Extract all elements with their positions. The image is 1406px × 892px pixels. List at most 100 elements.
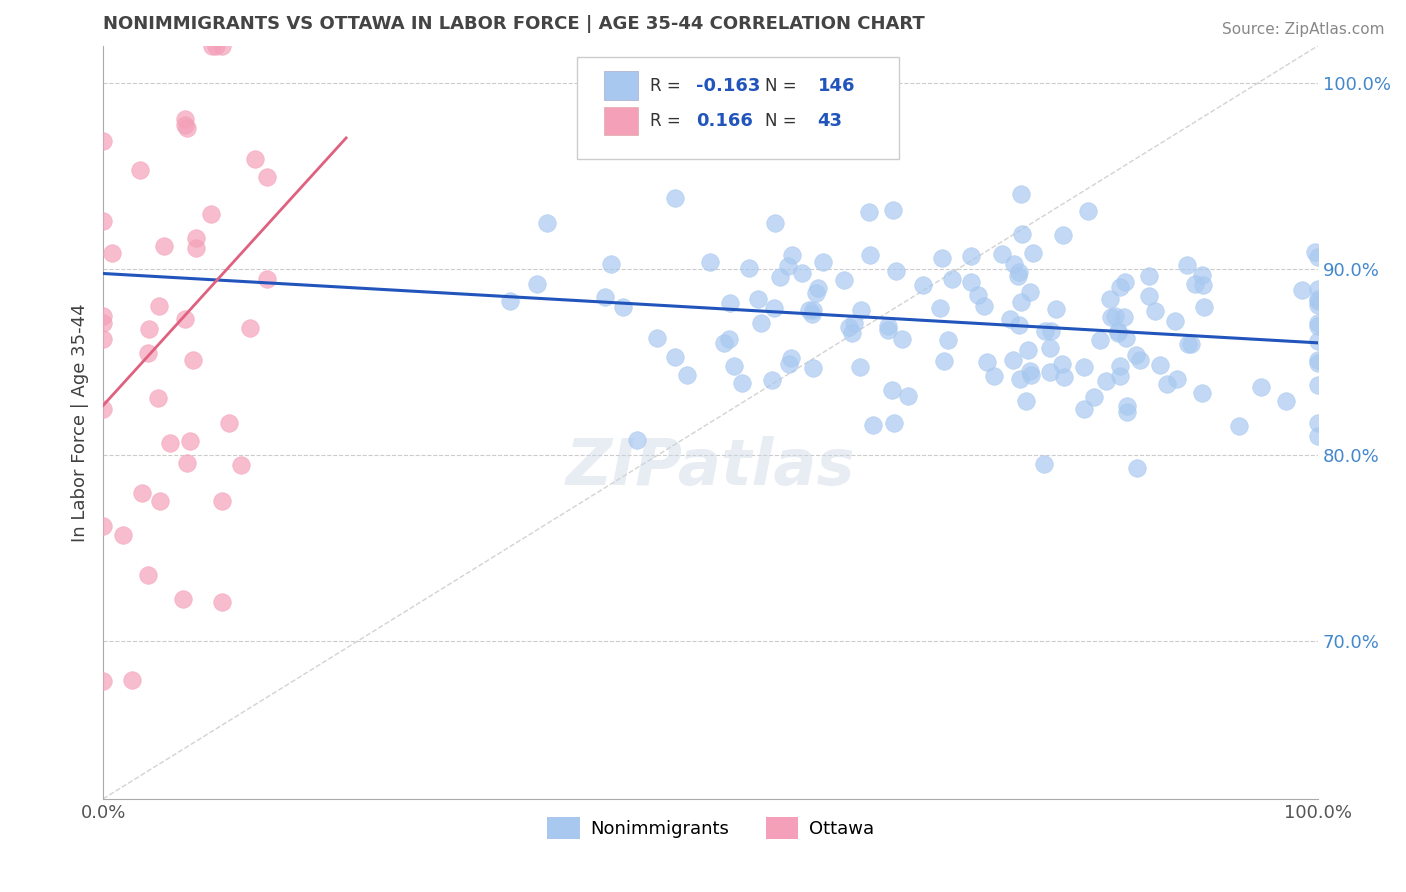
- Point: [1002, 352, 1025, 367]
- Point: [931, 251, 953, 265]
- Point: [1308, 355, 1330, 369]
- Point: [200, 207, 222, 221]
- Point: [841, 326, 863, 340]
- Point: [1099, 292, 1122, 306]
- Point: [1164, 314, 1187, 328]
- Point: [1109, 369, 1132, 384]
- Point: [1274, 394, 1296, 409]
- Point: [1052, 227, 1074, 242]
- Text: R =: R =: [650, 112, 686, 130]
- Point: [851, 303, 873, 318]
- Point: [1166, 372, 1188, 386]
- Point: [1115, 331, 1137, 345]
- Point: [1010, 294, 1032, 309]
- Point: [1143, 303, 1166, 318]
- Point: [91, 309, 114, 323]
- Point: [676, 368, 699, 382]
- Point: [738, 260, 761, 275]
- Point: [1109, 279, 1132, 293]
- Point: [645, 331, 668, 345]
- Text: 146: 146: [817, 77, 855, 95]
- Point: [1008, 318, 1031, 332]
- Point: [801, 361, 824, 376]
- Point: [1053, 370, 1076, 384]
- Point: [1308, 319, 1330, 334]
- Text: NONIMMIGRANTS VS OTTAWA IN LABOR FORCE | AGE 35-44 CORRELATION CHART: NONIMMIGRANTS VS OTTAWA IN LABOR FORCE |…: [103, 15, 925, 33]
- Point: [882, 383, 904, 397]
- Point: [780, 351, 803, 365]
- Point: [799, 302, 821, 317]
- Point: [976, 355, 998, 369]
- Point: [1227, 418, 1250, 433]
- Point: [243, 152, 266, 166]
- Point: [1308, 293, 1330, 308]
- Legend: Nonimmigrants, Ottawa: Nonimmigrants, Ottawa: [540, 810, 882, 847]
- Point: [941, 271, 963, 285]
- Point: [718, 332, 741, 346]
- Point: [1191, 386, 1213, 401]
- Point: [201, 38, 224, 53]
- Point: [498, 294, 520, 309]
- Point: [862, 418, 884, 433]
- Point: [983, 369, 1005, 384]
- Point: [1109, 359, 1132, 373]
- Point: [1073, 360, 1095, 375]
- Point: [897, 389, 920, 403]
- Point: [91, 518, 114, 533]
- Point: [807, 281, 830, 295]
- Point: [1303, 244, 1326, 259]
- Point: [1039, 324, 1062, 338]
- Point: [664, 191, 686, 205]
- Point: [1308, 316, 1330, 330]
- Point: [1308, 292, 1330, 306]
- Point: [1011, 227, 1033, 242]
- Point: [749, 316, 772, 330]
- Point: [526, 277, 548, 291]
- Point: [1019, 368, 1042, 382]
- Point: [229, 458, 252, 472]
- Point: [761, 373, 783, 387]
- Point: [176, 456, 198, 470]
- Point: [184, 241, 207, 255]
- Text: N =: N =: [765, 77, 803, 95]
- Point: [626, 433, 648, 447]
- Point: [149, 493, 172, 508]
- Point: [1308, 334, 1330, 348]
- Point: [884, 264, 907, 278]
- Point: [1137, 268, 1160, 283]
- Point: [1033, 325, 1056, 339]
- Point: [205, 38, 228, 53]
- Point: [842, 316, 865, 330]
- Point: [1033, 457, 1056, 471]
- Point: [1175, 258, 1198, 272]
- Point: [91, 674, 114, 689]
- Point: [159, 436, 181, 450]
- Point: [877, 323, 900, 337]
- Point: [973, 299, 995, 313]
- Point: [1114, 276, 1136, 290]
- Point: [256, 272, 278, 286]
- Point: [256, 170, 278, 185]
- Point: [1052, 357, 1074, 371]
- Point: [91, 213, 114, 227]
- Point: [1022, 246, 1045, 260]
- Point: [882, 203, 904, 218]
- Point: [1308, 250, 1330, 264]
- Point: [1125, 348, 1147, 362]
- Point: [1149, 358, 1171, 372]
- Point: [1116, 399, 1139, 413]
- Point: [91, 332, 114, 346]
- Point: [911, 277, 934, 292]
- Text: 43: 43: [817, 112, 842, 130]
- Point: [1177, 337, 1199, 351]
- Point: [1104, 309, 1126, 323]
- Point: [1004, 257, 1026, 271]
- Point: [1045, 301, 1067, 316]
- Point: [1101, 310, 1123, 325]
- Point: [1015, 394, 1038, 409]
- Point: [1308, 428, 1330, 442]
- Point: [932, 353, 955, 368]
- Point: [928, 301, 950, 315]
- Point: [998, 312, 1021, 326]
- Point: [1039, 341, 1062, 355]
